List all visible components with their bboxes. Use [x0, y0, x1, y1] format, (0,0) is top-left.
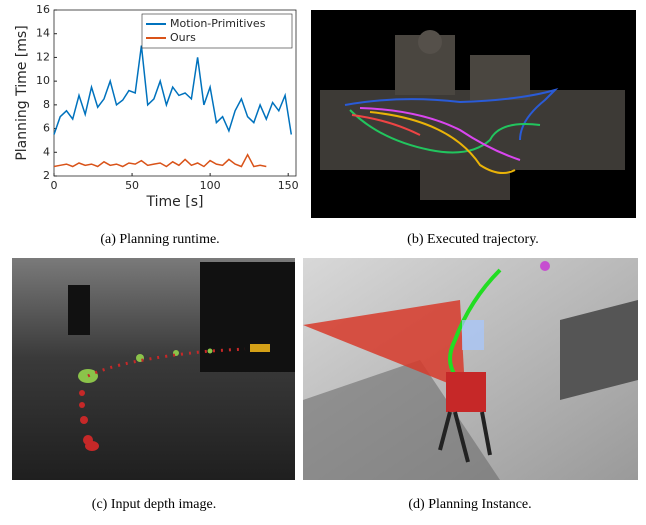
- y-tick-label: 16: [36, 3, 50, 16]
- x-tick-label: 0: [51, 179, 58, 192]
- caption: (a) Planning runtime.: [100, 232, 219, 247]
- caption: (b) Executed trajectory.: [407, 232, 539, 247]
- planning-instance-image: [303, 258, 638, 480]
- y-tick-label: 8: [43, 98, 50, 111]
- depth-image: [12, 258, 295, 480]
- y-axis-label: Planning Time [ms]: [14, 25, 30, 160]
- x-tick-label: 50: [125, 179, 139, 192]
- x-tick-label: 100: [200, 179, 221, 192]
- y-tick-label: 14: [36, 27, 50, 40]
- x-axis-label: Time [s]: [146, 194, 204, 210]
- legend-label: Motion-Primitives: [170, 17, 266, 30]
- y-tick-label: 10: [36, 74, 50, 87]
- y-tick-label: 6: [43, 122, 50, 135]
- y-tick-label: 4: [43, 145, 50, 158]
- trajectory-image: [311, 10, 636, 218]
- x-tick-label: 150: [278, 179, 299, 192]
- legend-box: [141, 13, 293, 49]
- y-tick-label: 12: [36, 50, 50, 63]
- series-line: [53, 45, 293, 135]
- caption: (d) Planning Instance.: [408, 497, 531, 512]
- series-line: [53, 153, 267, 168]
- legend-label: Ours: [170, 31, 196, 44]
- y-tick-label: 2: [43, 169, 50, 182]
- caption: (c) Input depth image.: [92, 497, 216, 512]
